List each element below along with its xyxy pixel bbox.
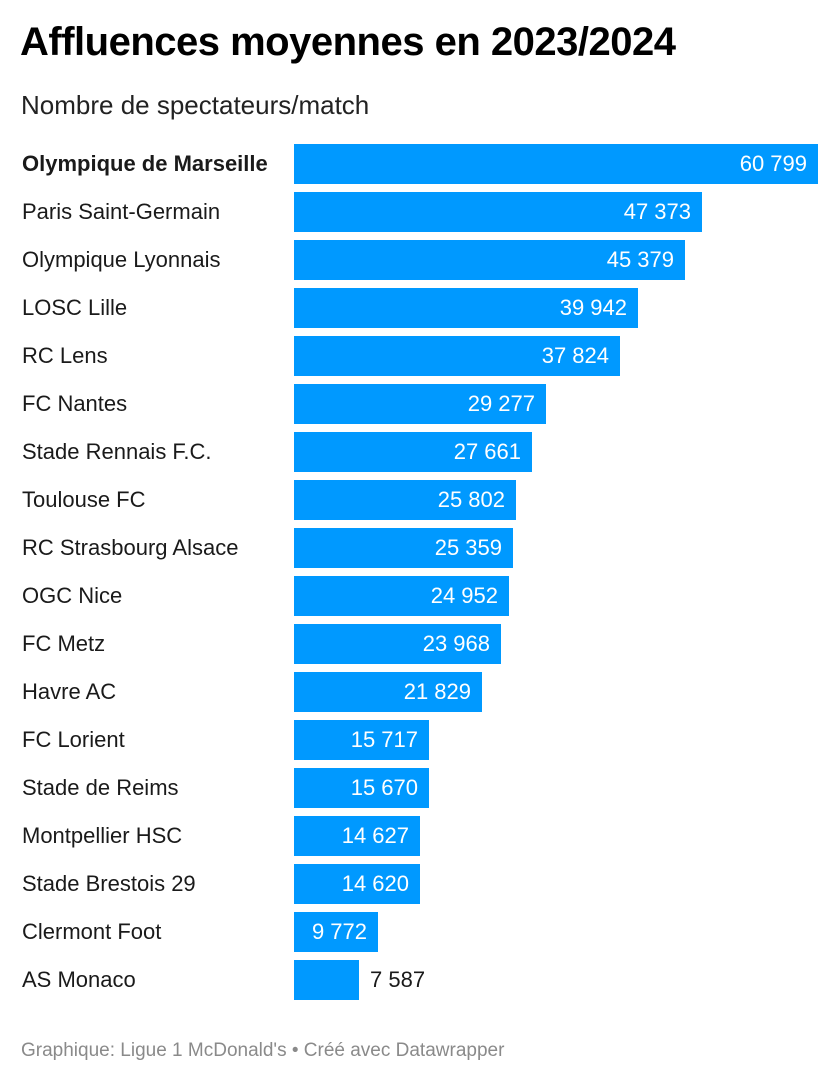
category-label: Stade Rennais F.C. [22, 439, 212, 464]
value-label: 39 942 [559, 295, 627, 320]
value-label: 60 799 [739, 151, 807, 176]
chart-row: Paris Saint-Germain 47 373 [0, 188, 840, 236]
chart-row: Clermont Foot 9 772 [0, 908, 840, 956]
bar [294, 768, 429, 808]
value-label: 47 373 [623, 199, 691, 224]
category-label: Clermont Foot [22, 919, 162, 944]
bar [294, 480, 516, 520]
chart-row: Olympique Lyonnais 45 379 [0, 236, 840, 284]
chart-row: Havre AC 21 829 [0, 668, 840, 716]
chart-row: LOSC Lille 39 942 [0, 284, 840, 332]
chart-row: RC Strasbourg Alsace 25 359 [0, 524, 840, 572]
category-label: AS Monaco [22, 967, 136, 992]
value-label: 14 620 [341, 871, 409, 896]
value-label: 9 772 [311, 919, 367, 944]
category-label: Montpellier HSC [22, 823, 183, 848]
value-label: 14 627 [341, 823, 409, 848]
category-label: Olympique Lyonnais [22, 247, 221, 272]
chart-row: FC Nantes 29 277 [0, 380, 840, 428]
value-label: 45 379 [606, 247, 674, 272]
bar-chart: Olympique de Marseille 60 799 Paris Saint-… [0, 140, 840, 1010]
bar [294, 624, 501, 664]
category-label: Havre AC [22, 679, 117, 704]
bar [294, 864, 420, 904]
bar [294, 288, 638, 328]
bar [294, 336, 620, 376]
value-label: 23 968 [422, 631, 490, 656]
category-label: FC Metz [22, 631, 106, 656]
bar [294, 912, 378, 952]
bar [294, 720, 429, 760]
bar [294, 144, 818, 184]
bar [294, 576, 509, 616]
category-label: Paris Saint-Germain [22, 199, 221, 224]
value-label: 7 587 [370, 967, 426, 992]
category-label: LOSC Lille [22, 295, 128, 320]
value-label: 15 670 [350, 775, 418, 800]
value-label: 29 277 [467, 391, 535, 416]
value-label: 37 824 [541, 343, 609, 368]
category-label: Stade Brestois 29 [22, 871, 196, 896]
category-label: Olympique de Marseille [22, 151, 268, 176]
bar [294, 528, 513, 568]
category-label: Stade de Reims [22, 775, 179, 800]
chart-row: Stade de Reims 15 670 [0, 764, 840, 812]
chart-title: Affluences moyennes en 2023/2024 [20, 20, 676, 64]
bar [294, 192, 702, 232]
value-label: 25 359 [434, 535, 502, 560]
chart-row: AS Monaco 7 587 [0, 956, 840, 1004]
chart-footer: Graphique: Ligue 1 McDonald's • Créé ave… [21, 1040, 505, 1061]
category-label: OGC Nice [22, 583, 123, 608]
chart-row: RC Lens 37 824 [0, 332, 840, 380]
value-label: 24 952 [430, 583, 498, 608]
value-label: 15 717 [350, 727, 418, 752]
chart-row: FC Metz 23 968 [0, 620, 840, 668]
chart-row: Olympique de Marseille 60 799 [0, 140, 840, 188]
category-label: RC Lens [22, 343, 108, 368]
category-label: FC Lorient [22, 727, 125, 752]
bar [294, 240, 685, 280]
chart-row: Toulouse FC 25 802 [0, 476, 840, 524]
bar [294, 960, 359, 1000]
chart-row: FC Lorient 15 717 [0, 716, 840, 764]
chart-row: OGC Nice 24 952 [0, 572, 840, 620]
bar [294, 432, 532, 472]
bar [294, 384, 546, 424]
chart-row: Stade Brestois 29 14 620 [0, 860, 840, 908]
value-label: 27 661 [453, 439, 521, 464]
value-label: 25 802 [437, 487, 505, 512]
chart-row: Stade Rennais F.C. 27 661 [0, 428, 840, 476]
chart-subtitle: Nombre de spectateurs/match [21, 90, 370, 120]
bar [294, 672, 482, 712]
category-label: RC Strasbourg Alsace [22, 535, 239, 560]
value-label: 21 829 [403, 679, 471, 704]
category-label: FC Nantes [22, 391, 128, 416]
bar [294, 816, 420, 856]
chart-row: Montpellier HSC 14 627 [0, 812, 840, 860]
category-label: Toulouse FC [22, 487, 146, 512]
